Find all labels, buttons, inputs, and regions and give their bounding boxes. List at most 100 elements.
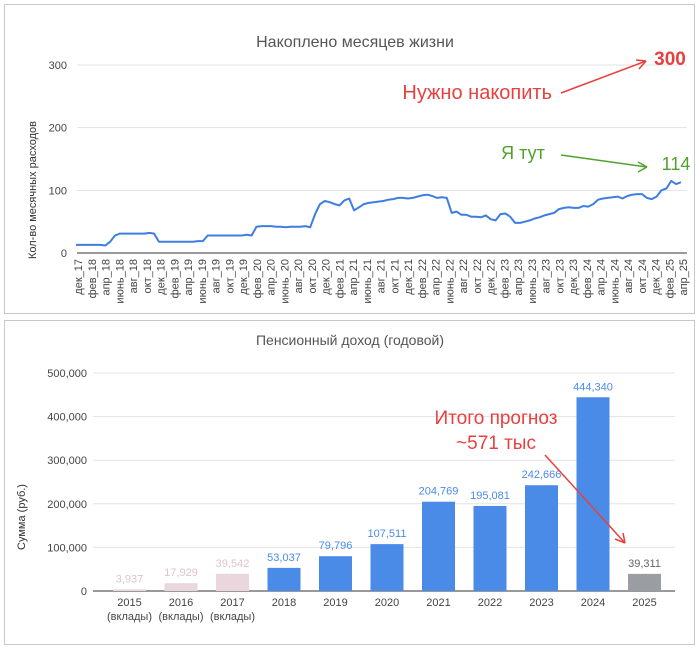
x-tick-label: 2021 bbox=[426, 597, 450, 609]
pension-income-chart: Пенсионный доход (годовой) Сумма (руб.) … bbox=[16, 332, 675, 623]
bar-2025 bbox=[628, 573, 661, 591]
target-annotation-value: 300 bbox=[654, 49, 686, 70]
value-label: 107,511 bbox=[368, 528, 407, 540]
x-tick-label: авг_20 bbox=[293, 259, 305, 293]
forecast-arrow-head bbox=[614, 532, 626, 544]
x-tick-label: 2020 bbox=[375, 597, 399, 609]
value-label: 39,311 bbox=[628, 558, 661, 570]
bar-2018 bbox=[267, 567, 301, 591]
y-tick-label: 500,000 bbox=[47, 368, 87, 380]
y-tick-label: 0 bbox=[81, 586, 87, 598]
x-tick-label: авг_22 bbox=[458, 259, 470, 293]
series-line bbox=[76, 179, 682, 247]
y-tick-labels: 0 100,000 200,000 300,000 400,000 500,000 bbox=[47, 368, 87, 598]
x-tick-label: окт_22 bbox=[472, 259, 484, 293]
months-of-life-chart-panel: Накоплено месяцев жизни Кол-во месячных … bbox=[4, 4, 695, 314]
current-annotation-value: 114 bbox=[662, 154, 691, 174]
bars bbox=[113, 397, 661, 591]
x-tick-sublabel: (вклады) bbox=[210, 611, 255, 623]
bar-2017 bbox=[216, 573, 249, 591]
chart-title: Пенсионный доход (годовой) bbox=[256, 332, 444, 348]
y-tick-label: 200 bbox=[49, 123, 67, 135]
forecast-arrow-line bbox=[544, 454, 626, 544]
forecast-annotation-line2: ~571 тыс bbox=[456, 433, 536, 454]
value-label: 3,937 bbox=[116, 573, 144, 585]
x-tick-label: авг_18 bbox=[128, 259, 140, 293]
x-tick-label: окт_20 bbox=[307, 259, 319, 293]
x-tick-label: 2023 bbox=[529, 597, 553, 609]
forecast-annotation: Итого прогноз ~571 тыс bbox=[435, 408, 626, 544]
y-tick-label: 300 bbox=[49, 60, 67, 72]
x-tick-label: фев_18 bbox=[87, 259, 99, 298]
months-of-life-chart: Накоплено месяцев жизни Кол-во месячных … bbox=[27, 34, 691, 304]
y-tick-label: 200,000 bbox=[47, 499, 87, 511]
y-axis-label: Сумма (руб.) bbox=[16, 484, 28, 550]
x-tick-label: фев_24 bbox=[582, 259, 594, 298]
target-arrow-head bbox=[635, 59, 647, 70]
x-tick-label: апр_25 bbox=[678, 259, 690, 296]
y-tick-label: 0 bbox=[61, 248, 67, 260]
bar-2019 bbox=[319, 556, 352, 591]
x-tick-label: апр_20 bbox=[266, 259, 278, 296]
x-tick-label: дек_24 bbox=[651, 259, 663, 295]
current-arrow-head bbox=[637, 161, 648, 173]
target-annotation-label: Нужно накопить bbox=[402, 82, 552, 104]
bar-2021 bbox=[422, 501, 455, 591]
target-arrow-line bbox=[560, 60, 647, 94]
x-tick-label: дек_20 bbox=[321, 259, 333, 295]
x-tick-labels: дек_17 фев_18 апр_18 июнь_18 авг_18 окт_18 дек… bbox=[73, 259, 690, 304]
x-tick-label: апр_24 bbox=[596, 259, 608, 296]
x-tick-labels: 2015 (вклады) 2016 (вклады) 2017 (вклады) 2018… bbox=[107, 597, 657, 623]
x-tick-label: фев_25 bbox=[664, 259, 676, 298]
y-axis-label: Кол-во месячных расходов bbox=[27, 121, 39, 259]
x-tick-label: дек_18 bbox=[156, 259, 168, 295]
bar-2023 bbox=[525, 485, 558, 591]
x-tick-label: 2016 bbox=[169, 597, 193, 609]
bar-2020 bbox=[370, 544, 404, 591]
x-tick-label: июнь_21 bbox=[362, 259, 374, 304]
x-tick-label: окт_18 bbox=[142, 259, 154, 293]
x-tick-label: фев_21 bbox=[334, 259, 346, 298]
pension-income-chart-panel: Пенсионный доход (годовой) Сумма (руб.) … bbox=[4, 320, 695, 645]
x-tick-label: 2018 bbox=[272, 597, 296, 609]
value-label: 79,796 bbox=[319, 540, 353, 552]
x-tick-label: июнь_22 bbox=[444, 259, 456, 304]
x-tick-label: окт_21 bbox=[389, 259, 401, 293]
x-tick-label: июнь_18 bbox=[114, 259, 126, 304]
x-tick-label: авг_23 bbox=[541, 259, 553, 293]
value-label: 53,037 bbox=[267, 552, 301, 564]
x-tick-label: авг_19 bbox=[211, 259, 223, 293]
x-tick-label: дек_23 bbox=[568, 259, 580, 295]
x-tick-label: 2015 bbox=[117, 597, 141, 609]
x-tick-label: 2025 bbox=[632, 597, 656, 609]
x-tick-label: апр_18 bbox=[101, 259, 113, 296]
x-tick-label: фев_20 bbox=[252, 259, 264, 298]
x-tick-label: окт_23 bbox=[554, 259, 566, 293]
y-tick-label: 300,000 bbox=[47, 455, 87, 467]
x-tick-label: фев_22 bbox=[417, 259, 429, 298]
x-tick-label: 2022 bbox=[478, 597, 502, 609]
bar-2016 bbox=[164, 583, 198, 591]
x-tick-label: дек_22 bbox=[486, 259, 498, 295]
forecast-annotation-line1: Итого прогноз bbox=[435, 408, 558, 429]
value-label: 17,929 bbox=[164, 567, 198, 579]
x-tick-label: авг_21 bbox=[376, 259, 388, 293]
bar-2022 bbox=[473, 505, 507, 591]
x-tick-label: фев_23 bbox=[499, 259, 511, 298]
x-tick-label: апр_23 bbox=[513, 259, 525, 296]
x-tick-label: июнь_19 bbox=[197, 259, 209, 304]
value-labels: 3,937 17,929 39,542 53,037 79,796 107,511 204,… bbox=[116, 381, 661, 585]
x-tick-label: июнь_24 bbox=[609, 259, 621, 304]
x-tick-sublabel: (вклады) bbox=[107, 611, 152, 623]
x-tick-label: 2019 bbox=[323, 597, 347, 609]
value-label: 444,340 bbox=[573, 381, 613, 393]
value-label: 242,666 bbox=[522, 469, 562, 481]
x-tick-label: 2024 bbox=[581, 597, 605, 609]
y-tick-labels: 0 100 200 300 bbox=[49, 60, 67, 260]
current-annotation-label: Я тут bbox=[501, 143, 545, 163]
x-tick-label: дек_19 bbox=[238, 259, 250, 295]
value-label: 39,542 bbox=[216, 558, 250, 570]
y-tick-label: 100 bbox=[49, 185, 67, 197]
grid-lines bbox=[77, 64, 687, 254]
y-tick-label: 100,000 bbox=[47, 542, 87, 554]
